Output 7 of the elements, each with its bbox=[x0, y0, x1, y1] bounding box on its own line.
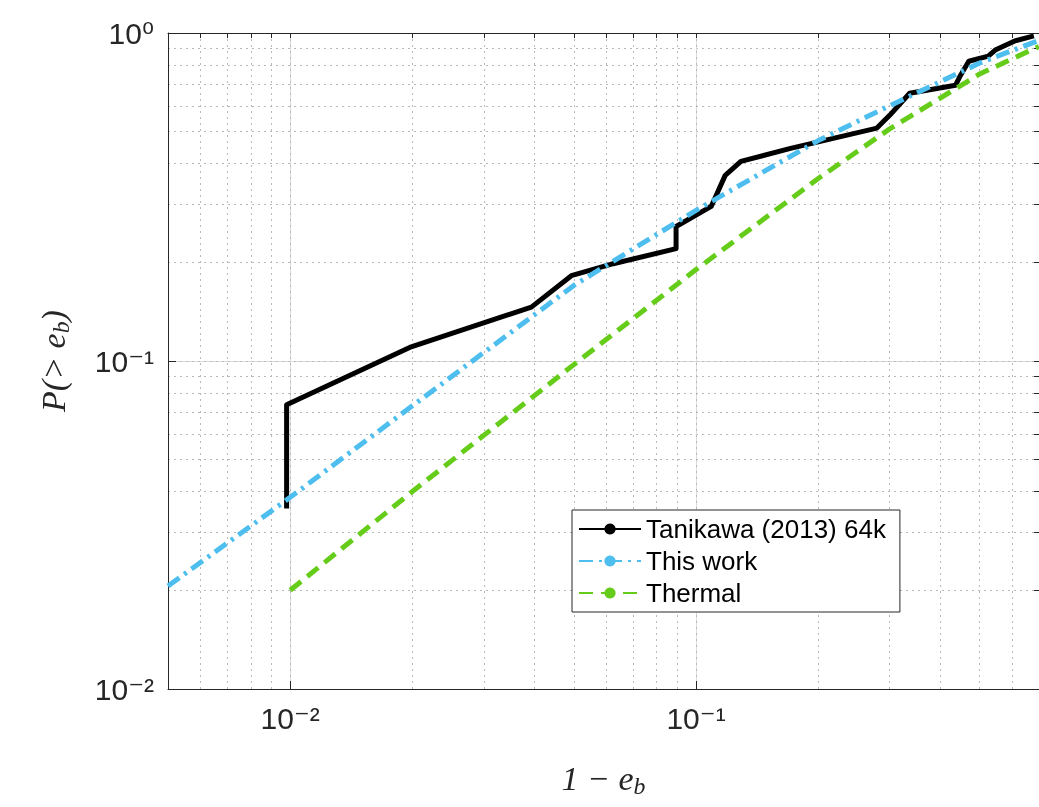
y-tick-label: 10⁰ bbox=[108, 16, 154, 50]
y-tick-label: 10⁻² bbox=[94, 672, 154, 706]
legend-label: Thermal bbox=[646, 578, 742, 608]
y-tick-label: 10⁻¹ bbox=[94, 344, 154, 378]
legend-label: This work bbox=[646, 546, 759, 576]
legend-label: Tanikawa (2013) 64k bbox=[646, 514, 887, 544]
y-axis-title: P(> eb) bbox=[34, 310, 74, 413]
